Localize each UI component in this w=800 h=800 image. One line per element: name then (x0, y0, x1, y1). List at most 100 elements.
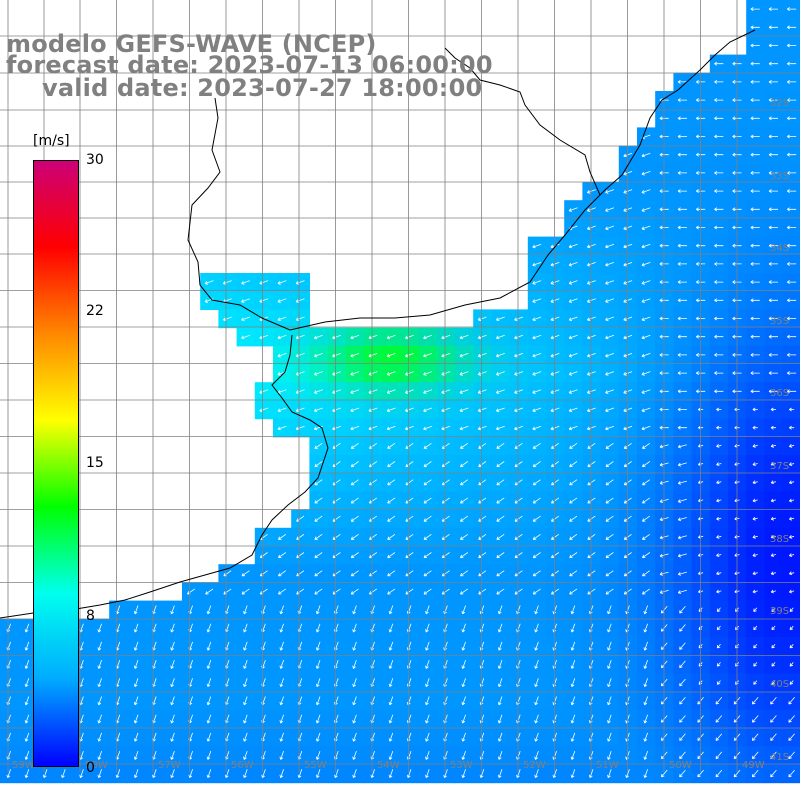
wind-arrow (677, 425, 687, 430)
wind-arrow (204, 298, 214, 303)
wind-cell (254, 582, 274, 602)
wind-cell (491, 564, 511, 583)
wind-arrow (788, 715, 795, 723)
wind-arrow (532, 334, 542, 340)
wind-cell (728, 746, 747, 765)
wind-cell (418, 564, 438, 583)
wind-arrow (97, 769, 102, 779)
wind-cell (418, 455, 438, 474)
wind-cell (564, 509, 583, 529)
wind-arrow (24, 678, 30, 688)
wind-cell (509, 546, 529, 565)
wind-cell (400, 473, 420, 492)
wind-arrow (315, 769, 321, 779)
wind-arrow (677, 316, 687, 321)
wind-cell (309, 455, 329, 474)
wind-arrow (605, 497, 614, 504)
wind-cell (291, 509, 310, 529)
wind-arrow (786, 316, 797, 321)
wind-arrow (97, 623, 102, 633)
wind-arrow (568, 425, 578, 431)
wind-arrow (605, 298, 615, 303)
wind-arrow (677, 589, 687, 594)
wind-arrow (350, 389, 360, 394)
wind-cell (546, 455, 565, 474)
wind-cell (509, 527, 529, 547)
wind-arrow (586, 280, 596, 285)
wind-arrow (679, 624, 686, 632)
wind-arrow (586, 334, 596, 340)
wind-arrow (206, 678, 212, 688)
wind-arrow (641, 334, 651, 340)
wind-cell (364, 546, 383, 565)
wind-arrow (752, 480, 758, 485)
wind-arrow (623, 407, 633, 413)
wind-arrow (425, 696, 430, 706)
wind-arrow (677, 98, 687, 103)
wind-arrow (514, 570, 523, 577)
wind-arrow (770, 553, 776, 557)
wind-arrow (768, 170, 778, 175)
wind-arrow (641, 425, 651, 431)
wind-cell (764, 637, 784, 656)
wind-arrow (586, 371, 596, 376)
wind-arrow (551, 461, 560, 468)
wind-arrow (514, 479, 523, 486)
wind-arrow (387, 442, 396, 449)
wind-arrow (771, 607, 776, 612)
wind-arrow (551, 479, 560, 486)
coastline-uruguay-north (444, 47, 601, 196)
wind-arrow (315, 678, 321, 688)
wind-cell (728, 600, 747, 620)
wind-arrow (716, 535, 722, 539)
wind-cell (546, 436, 565, 456)
longitude-label: 54W (377, 760, 400, 771)
wind-arrow (770, 697, 777, 705)
wind-arrow (641, 353, 651, 358)
wind-arrow (423, 515, 432, 522)
wind-arrow (386, 407, 396, 413)
wind-cell (618, 509, 638, 529)
wind-arrow (388, 641, 394, 651)
wind-arrow (605, 207, 615, 212)
wind-arrow (387, 515, 396, 522)
wind-arrow (750, 243, 760, 248)
wind-cell (436, 546, 456, 565)
wind-arrow (552, 769, 557, 779)
wind-arrow (569, 588, 578, 595)
coastline (0, 29, 756, 619)
wind-arrow (295, 334, 305, 340)
wind-arrow (716, 553, 722, 557)
wind-arrow (404, 353, 414, 358)
wind-arrow (278, 552, 287, 559)
wind-arrow (279, 678, 284, 688)
wind-arrow (350, 588, 359, 595)
wind-arrow (569, 497, 578, 504)
wind-arrow (661, 769, 668, 778)
wind-arrow (404, 334, 414, 340)
wind-arrow (387, 461, 396, 468)
wind-arrow (514, 515, 523, 522)
wind-arrow (789, 444, 795, 448)
wind-arrow (79, 769, 84, 779)
colorbar-unit: [m/s] (33, 133, 70, 149)
wind-cell (728, 673, 747, 693)
wind-cell (709, 600, 729, 620)
wind-cell (327, 436, 347, 456)
wind-arrow (97, 750, 102, 760)
wind-arrow (459, 407, 469, 413)
wind-arrow (388, 732, 394, 742)
wind-arrow (534, 623, 539, 633)
wind-arrow (750, 152, 760, 157)
wind-arrow (497, 714, 503, 724)
forecast-date: forecast date: 2023-07-13 06:00:00 (6, 51, 493, 79)
wind-cell (637, 473, 656, 492)
wind-cell (564, 436, 583, 456)
wind-arrow (714, 79, 724, 84)
wind-arrow (350, 533, 359, 540)
wind-cell (327, 582, 347, 602)
wind-arrow (607, 605, 612, 615)
wind-arrow (768, 61, 778, 66)
wind-arrow (586, 262, 596, 267)
wind-arrow (352, 696, 357, 706)
